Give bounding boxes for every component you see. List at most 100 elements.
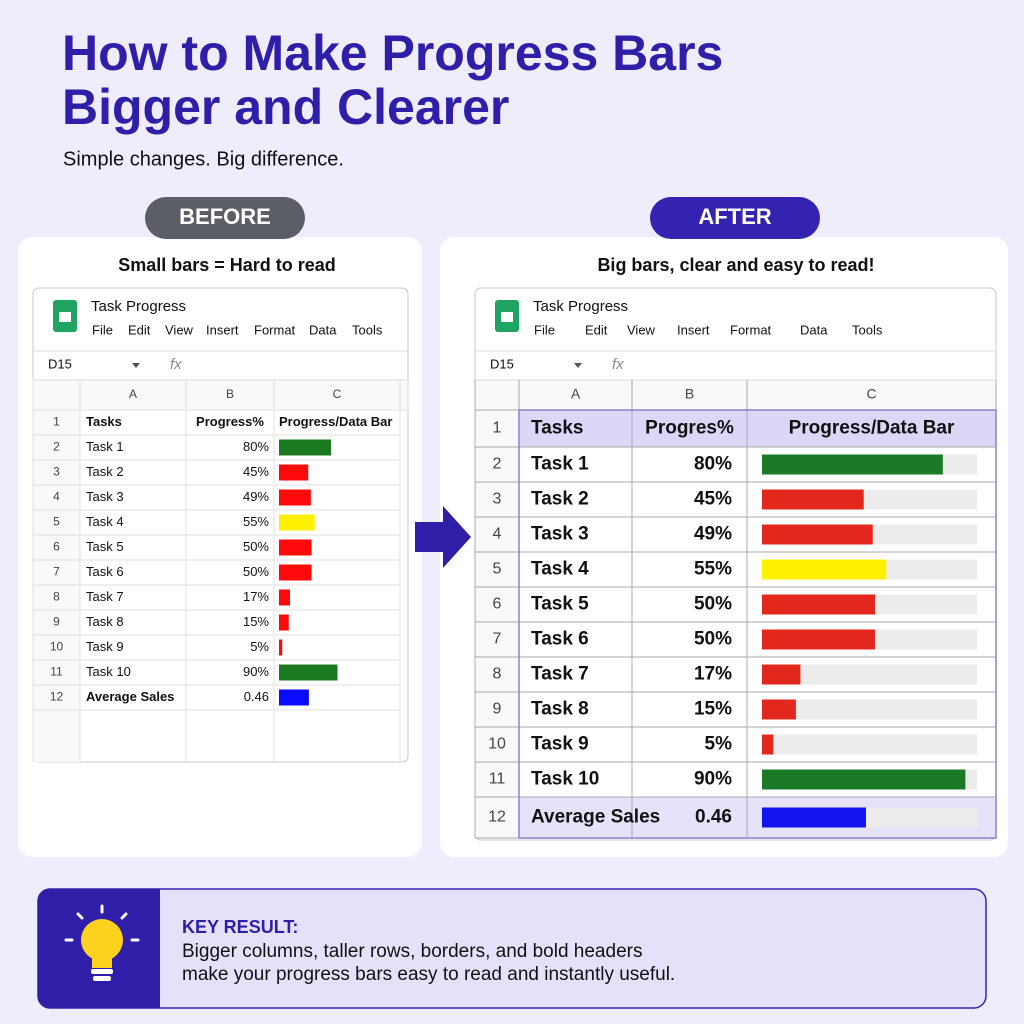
data-bar	[762, 559, 887, 580]
table-border	[518, 409, 997, 839]
row-number: 1	[493, 420, 502, 437]
row-number: 3	[53, 465, 60, 479]
bulb-icon	[64, 904, 140, 981]
row-number: 2	[493, 456, 502, 473]
progress-value: 50%	[243, 539, 269, 554]
task-name: Task 10	[531, 769, 599, 790]
column-letter: B	[226, 387, 234, 401]
data-bar	[279, 564, 312, 581]
cell-ref[interactable]: D15	[48, 356, 72, 371]
key-line: make your progress bars easy to read and…	[182, 964, 675, 985]
progress-value: 90%	[243, 664, 269, 679]
task-name: Task 4	[86, 514, 124, 529]
menu-item[interactable]: File	[92, 322, 113, 337]
column-header-band	[32, 379, 409, 411]
progress-value: 50%	[694, 594, 732, 615]
column-letter: A	[129, 387, 137, 401]
data-bar	[762, 489, 864, 510]
progress-value: 0.46	[244, 689, 269, 704]
progress-value: 5%	[250, 639, 269, 654]
data-bar	[762, 454, 943, 475]
task-name: Task 8	[86, 614, 124, 629]
task-name: Task 6	[86, 564, 124, 579]
header-row-fill	[519, 410, 996, 447]
menu-item[interactable]: Edit	[128, 322, 151, 337]
data-bar	[762, 524, 873, 545]
row-number: 1	[53, 415, 60, 429]
menu-item[interactable]: Data	[309, 322, 337, 337]
row-number: 4	[493, 526, 502, 543]
menu-item[interactable]: Format	[254, 322, 296, 337]
task-name: Task 8	[531, 699, 589, 720]
data-bar	[762, 734, 774, 755]
data-bar	[279, 514, 315, 531]
column-header-band	[474, 379, 997, 411]
column-letter: B	[685, 386, 694, 402]
before-caption: Small bars = Hard to read	[118, 255, 336, 275]
sheets-icon-grid	[501, 312, 513, 322]
fx-icon: fx	[612, 356, 624, 373]
after-badge-text: AFTER	[698, 204, 771, 229]
column-heading: Tasks	[86, 414, 122, 429]
data-bar	[762, 769, 966, 790]
menu-item[interactable]: Insert	[206, 322, 239, 337]
task-name: Task 3	[86, 489, 124, 504]
dropdown	[574, 363, 582, 368]
progress-value: 55%	[243, 514, 269, 529]
task-name: Task 5	[86, 539, 124, 554]
data-bar	[762, 629, 875, 650]
column-letter: A	[571, 386, 581, 402]
row-number: 7	[493, 631, 502, 648]
menu-item[interactable]: Edit	[585, 322, 608, 337]
column-heading: Progress%	[196, 414, 264, 429]
row-number: 11	[489, 771, 506, 788]
progress-value: 80%	[243, 439, 269, 454]
task-name: Average Sales	[531, 807, 660, 828]
menu-item[interactable]: Insert	[677, 322, 710, 337]
task-name: Task 9	[531, 734, 589, 755]
fx-icon: fx	[170, 356, 182, 373]
progress-value: 17%	[694, 664, 732, 685]
row-number: 12	[50, 690, 64, 704]
progress-value: 15%	[694, 699, 732, 720]
column-heading: Progress/Data Bar	[789, 418, 955, 439]
arrow	[415, 506, 471, 568]
menu-item[interactable]: Format	[730, 322, 772, 337]
data-bar	[279, 539, 312, 556]
before-badge	[145, 197, 305, 239]
menu-item[interactable]: View	[627, 322, 656, 337]
before-badge-text: BEFORE	[179, 204, 271, 229]
row-number: 3	[493, 491, 502, 508]
row-number: 5	[53, 515, 60, 529]
row-number: 8	[53, 590, 60, 604]
progress-value: 45%	[694, 489, 732, 510]
progress-value: 17%	[243, 589, 269, 604]
menu-item[interactable]: Data	[800, 322, 828, 337]
data-bar	[279, 664, 338, 681]
menu-item[interactable]: File	[534, 322, 555, 337]
task-name: Task 9	[86, 639, 124, 654]
key-label: KEY RESULT:	[182, 917, 298, 937]
cell-ref[interactable]: D15	[490, 356, 514, 371]
column-heading: Progress/Data Bar	[279, 414, 392, 429]
menu-item[interactable]: View	[165, 322, 194, 337]
key-line: Bigger columns, taller rows, borders, an…	[182, 941, 642, 962]
row-number: 7	[53, 565, 60, 579]
column-letter: C	[866, 386, 876, 402]
title-line: How to Make Progress Bars	[62, 25, 723, 81]
after-caption: Big bars, clear and easy to read!	[597, 255, 874, 275]
data-bar	[279, 614, 289, 631]
task-name: Task 10	[86, 664, 131, 679]
menu-item[interactable]: Tools	[352, 322, 383, 337]
menu-item[interactable]: Tools	[852, 322, 883, 337]
task-name: Task 7	[86, 589, 124, 604]
progress-value: 80%	[694, 454, 732, 475]
sheets-icon-grid	[59, 312, 71, 322]
doc-title: Task Progress	[91, 298, 186, 315]
column-letter: C	[333, 387, 342, 401]
progress-value: 50%	[243, 564, 269, 579]
subtitle: Simple changes. Big difference.	[63, 148, 344, 170]
progress-value: 49%	[243, 489, 269, 504]
bar-track	[762, 699, 977, 720]
